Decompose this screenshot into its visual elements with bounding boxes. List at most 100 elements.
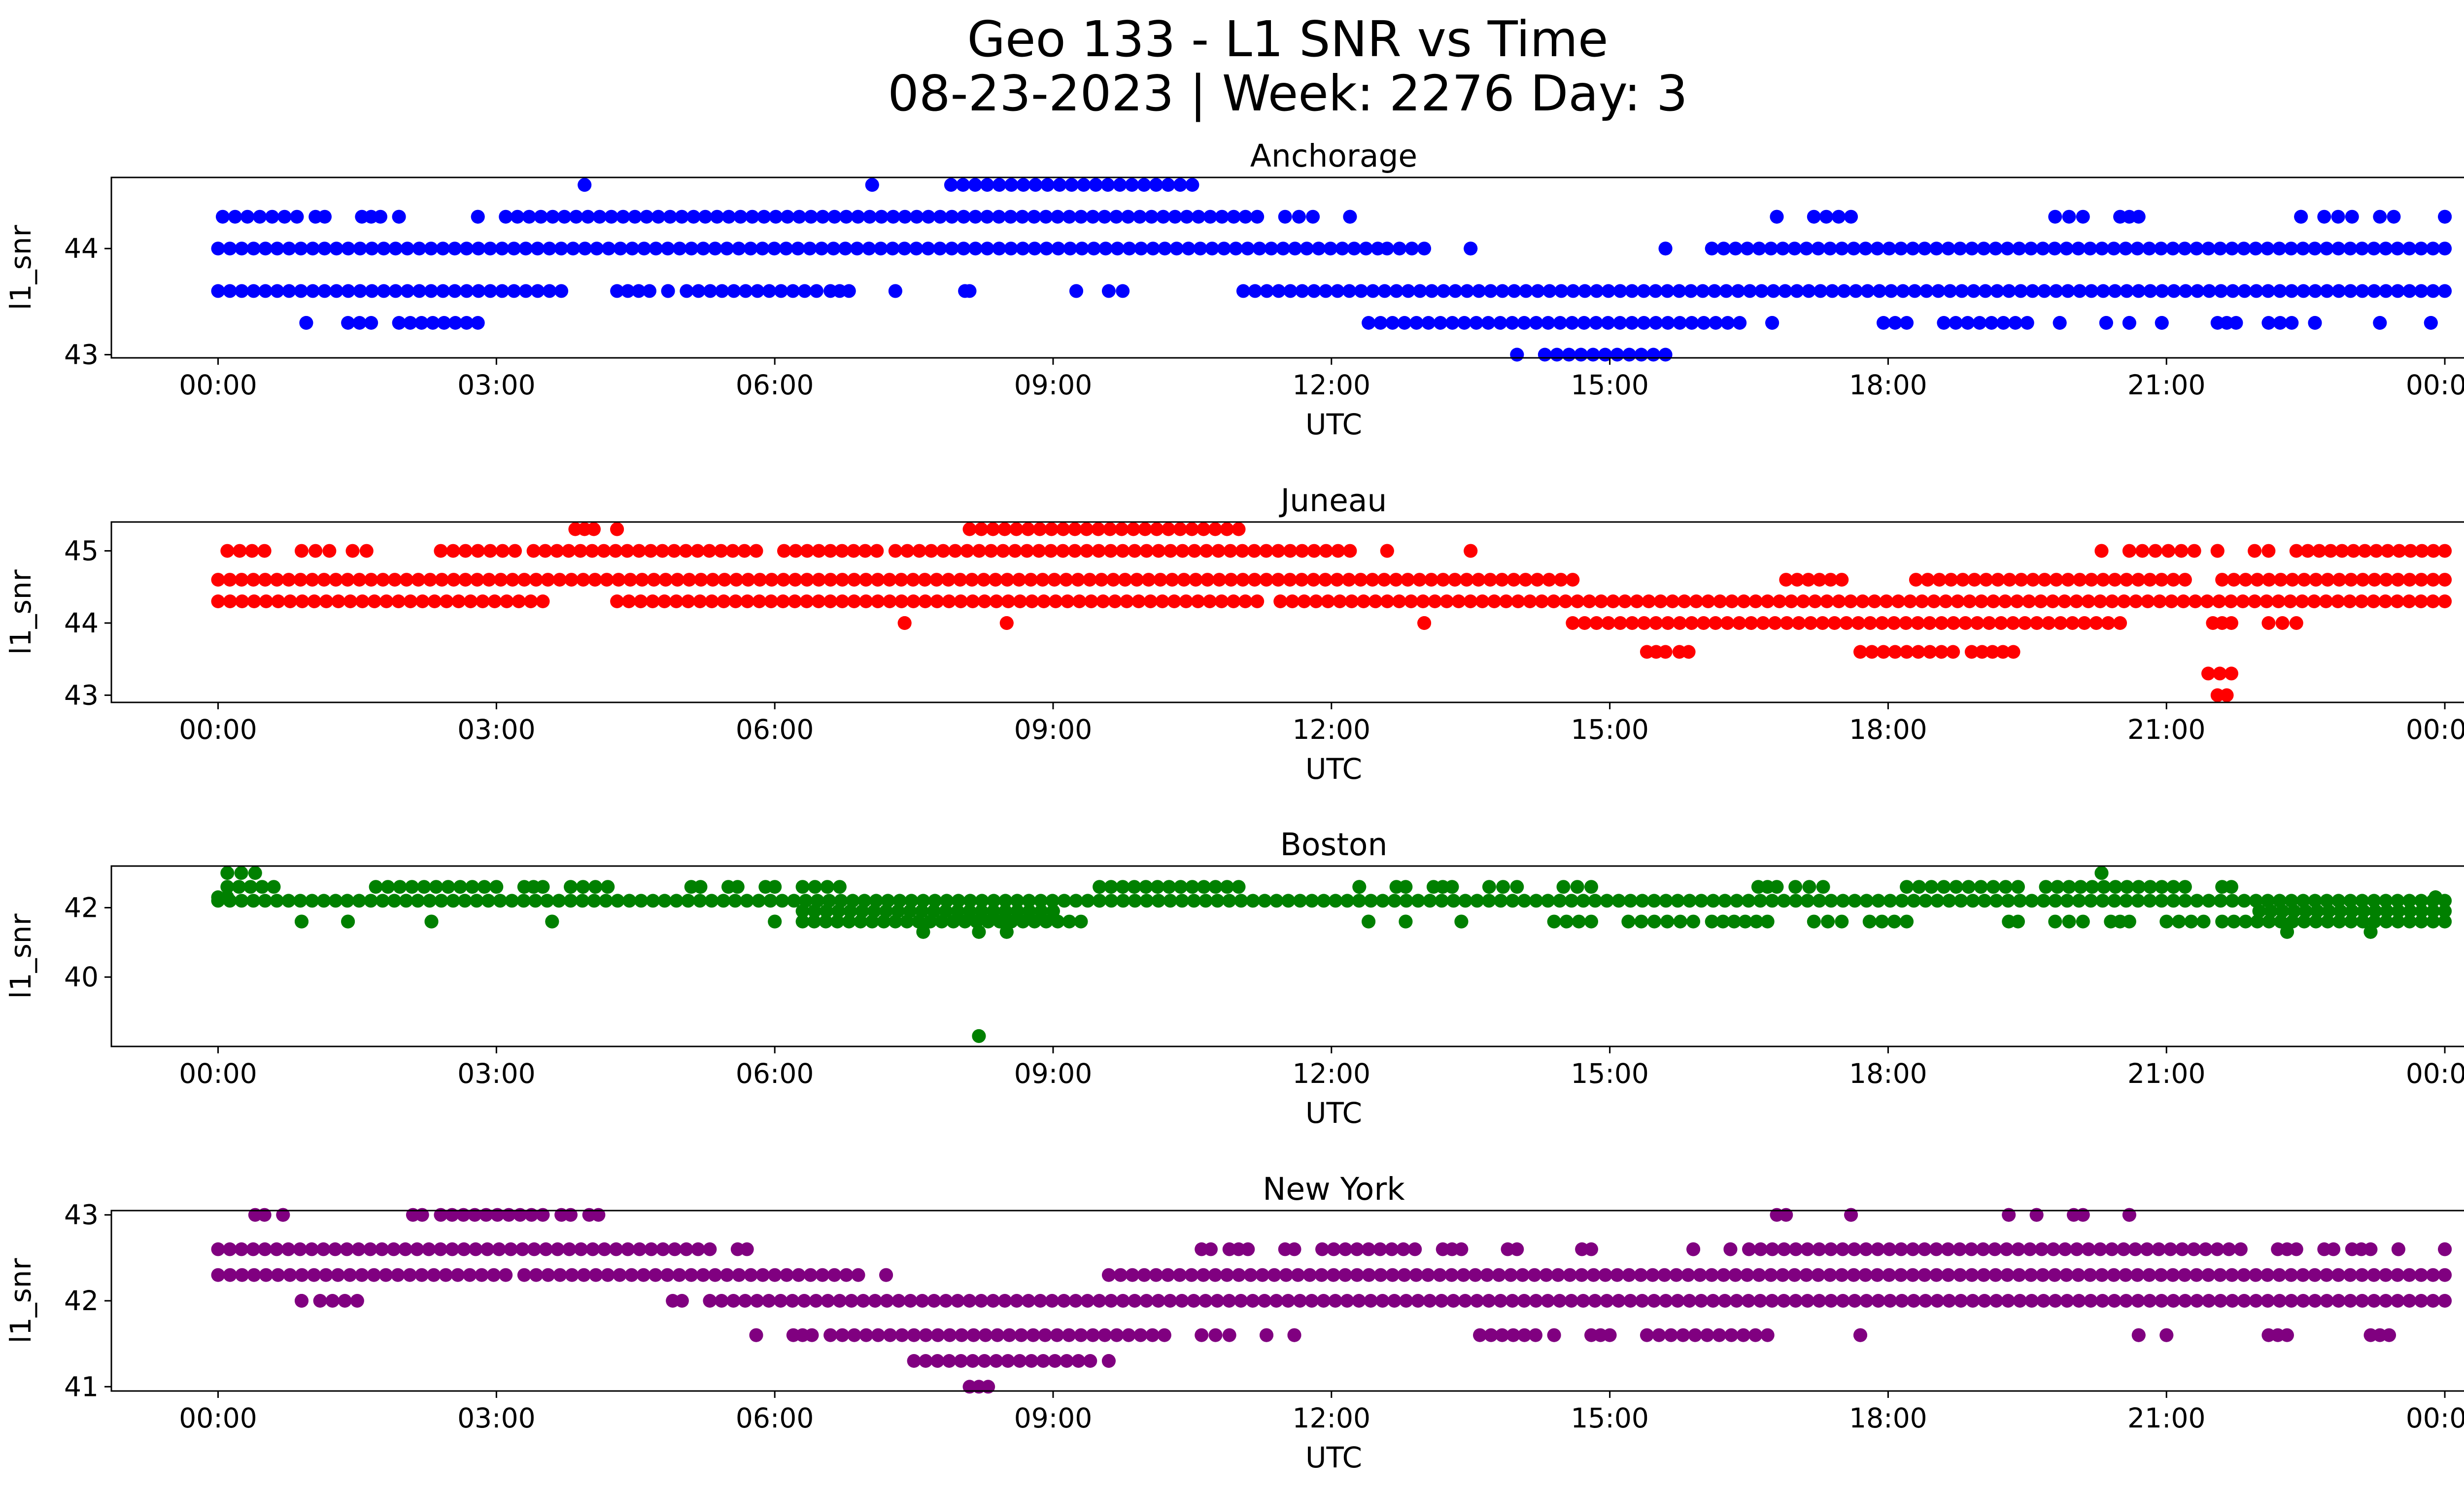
data-point [843,904,857,918]
data-point [345,544,360,558]
data-point [328,1242,342,1256]
data-point [1389,284,1403,298]
data-point [936,544,950,558]
data-point [228,209,242,224]
data-point [1766,284,1780,298]
x-axis-label: UTC [1305,752,1362,786]
data-point [1033,1294,1047,1308]
data-point [945,242,959,256]
data-point [2379,894,2393,908]
data-point [1293,894,1307,908]
data-point [220,544,235,558]
data-point [2236,594,2250,608]
data-point [1246,1294,1260,1308]
data-point [307,594,321,608]
data-point [2249,894,2263,908]
data-point [835,573,850,587]
data-point [1211,544,1226,558]
data-point [329,894,342,908]
data-point [536,1208,550,1222]
data-point [2093,594,2107,608]
data-point [581,209,595,224]
data-point [259,1268,273,1282]
data-point [2188,594,2202,608]
data-point [812,544,826,558]
data-point [2166,880,2181,894]
y-tick-label: 43 [64,1199,99,1231]
data-point [800,594,814,608]
data-point [2333,904,2348,918]
data-point [2237,1294,2251,1308]
data-point [1385,1242,1399,1256]
data-point [1344,594,1359,608]
data-point [318,209,332,224]
data-point [1613,284,1627,298]
data-point [2119,1268,2133,1282]
data-point [989,1354,1003,1368]
data-point [1028,178,1043,192]
data-point [1173,178,1187,192]
data-point [705,594,719,608]
data-point [1362,1268,1376,1282]
data-point [2061,284,2075,298]
data-point [1328,1294,1342,1308]
data-point [1375,894,1390,908]
data-point [2048,894,2062,908]
subplot-title: Juneau [1279,483,1387,519]
data-point [1673,914,1687,929]
data-point [243,880,258,894]
data-point [1464,544,1478,558]
data-point [1091,522,1105,536]
data-point [1518,573,1533,587]
data-point [740,594,754,608]
data-point [341,914,355,929]
data-point [1589,616,1604,630]
data-point [2287,904,2301,918]
data-point [1990,284,2004,298]
data-point [1571,594,1584,608]
data-point [1701,594,1715,608]
data-point [564,894,578,908]
data-point [1175,894,1189,908]
data-point [355,594,370,608]
data-point [585,1242,600,1256]
data-point [2198,1242,2213,1256]
data-point [1246,894,1260,908]
data-point [1448,573,1462,587]
data-point [962,1294,977,1308]
data-point [1232,522,1246,536]
data-point [270,1242,284,1256]
data-point [835,544,849,558]
data-point [835,594,850,608]
data-point [1848,894,1862,908]
data-point [923,914,937,929]
data-point [2178,1268,2192,1282]
data-point [456,1208,471,1222]
data-point [1197,880,1211,894]
data-point [1318,573,1333,587]
data-point [2284,1294,2298,1308]
data-point [2117,594,2131,608]
data-point [1844,1208,1858,1222]
data-point [986,1294,1000,1308]
data-point [854,914,868,929]
data-point [434,894,448,908]
data-point [1306,209,1320,224]
data-point [1297,594,1311,608]
data-point [223,284,237,298]
data-point [1895,1294,1909,1308]
data-point [1165,573,1179,587]
data-point [448,316,462,330]
data-point [1482,880,1496,894]
data-point [1821,914,1835,929]
data-point [1906,1242,1920,1256]
data-point [2224,594,2238,608]
data-point [2070,1242,2084,1256]
data-point [1658,645,1673,659]
data-point [1778,284,1792,298]
data-point [1657,1268,1672,1282]
data-point [1962,594,1977,608]
data-point [2085,284,2098,298]
